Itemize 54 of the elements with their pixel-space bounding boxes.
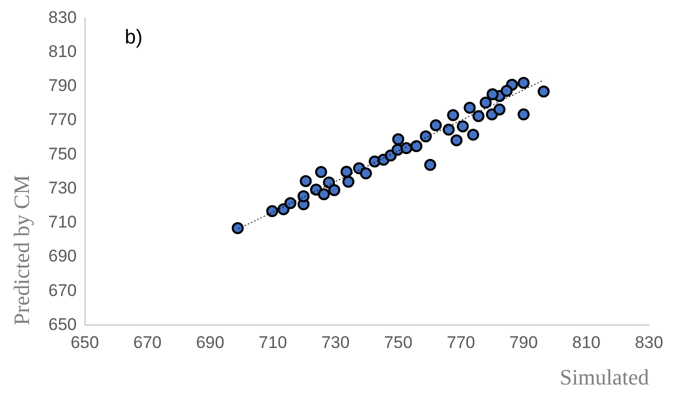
point	[266, 205, 278, 218]
point	[500, 84, 513, 97]
y-tick-label: 770	[48, 110, 77, 130]
y-tick-label: 730	[48, 178, 77, 198]
y-tick-label: 790	[48, 76, 77, 96]
x-tick-label: 650	[70, 333, 99, 352]
annotation: b)	[124, 26, 143, 49]
point	[464, 102, 476, 114]
y-tick-label: 650	[48, 314, 77, 334]
y-tick-label: 670	[48, 280, 77, 300]
y-tick-label: 810	[48, 42, 77, 61]
point	[430, 119, 442, 132]
point	[518, 76, 530, 89]
x-tick-label: 770	[446, 333, 476, 352]
point	[424, 158, 436, 171]
y-tick-label: 690	[48, 246, 77, 266]
point	[298, 190, 310, 202]
x-tick-label: 730	[321, 333, 350, 352]
point	[400, 142, 412, 154]
point	[392, 133, 404, 146]
point	[342, 176, 354, 188]
point	[518, 108, 530, 120]
point	[284, 197, 296, 210]
point	[360, 167, 372, 180]
x-tick-label: 670	[133, 333, 162, 352]
point	[442, 124, 455, 136]
point	[318, 188, 330, 200]
point	[410, 140, 422, 152]
point	[328, 184, 340, 196]
point	[420, 130, 432, 142]
point	[450, 134, 463, 146]
x-tick-label: 790	[509, 333, 538, 352]
point	[300, 175, 312, 188]
point	[456, 120, 469, 132]
y-axis-title: Predicted by CM	[8, 174, 34, 326]
point	[472, 110, 484, 122]
x-tick-label: 830	[634, 333, 664, 352]
x-tick-label: 690	[196, 333, 224, 352]
point	[232, 222, 244, 234]
y-tick-label: 750	[48, 144, 77, 164]
point	[340, 166, 353, 178]
x-tick-label: 810	[572, 333, 600, 352]
x-tick-label: 710	[258, 333, 288, 352]
y-tick-label: 710	[48, 212, 77, 232]
x-axis-title: Simulated	[560, 364, 649, 390]
y-tick-label: 830	[48, 8, 77, 27]
point	[538, 86, 550, 98]
point	[467, 128, 480, 141]
point	[493, 103, 506, 116]
x-tick-label: 750	[384, 333, 412, 352]
point	[480, 96, 492, 109]
point	[447, 109, 460, 122]
point	[486, 88, 499, 100]
point	[315, 166, 328, 178]
